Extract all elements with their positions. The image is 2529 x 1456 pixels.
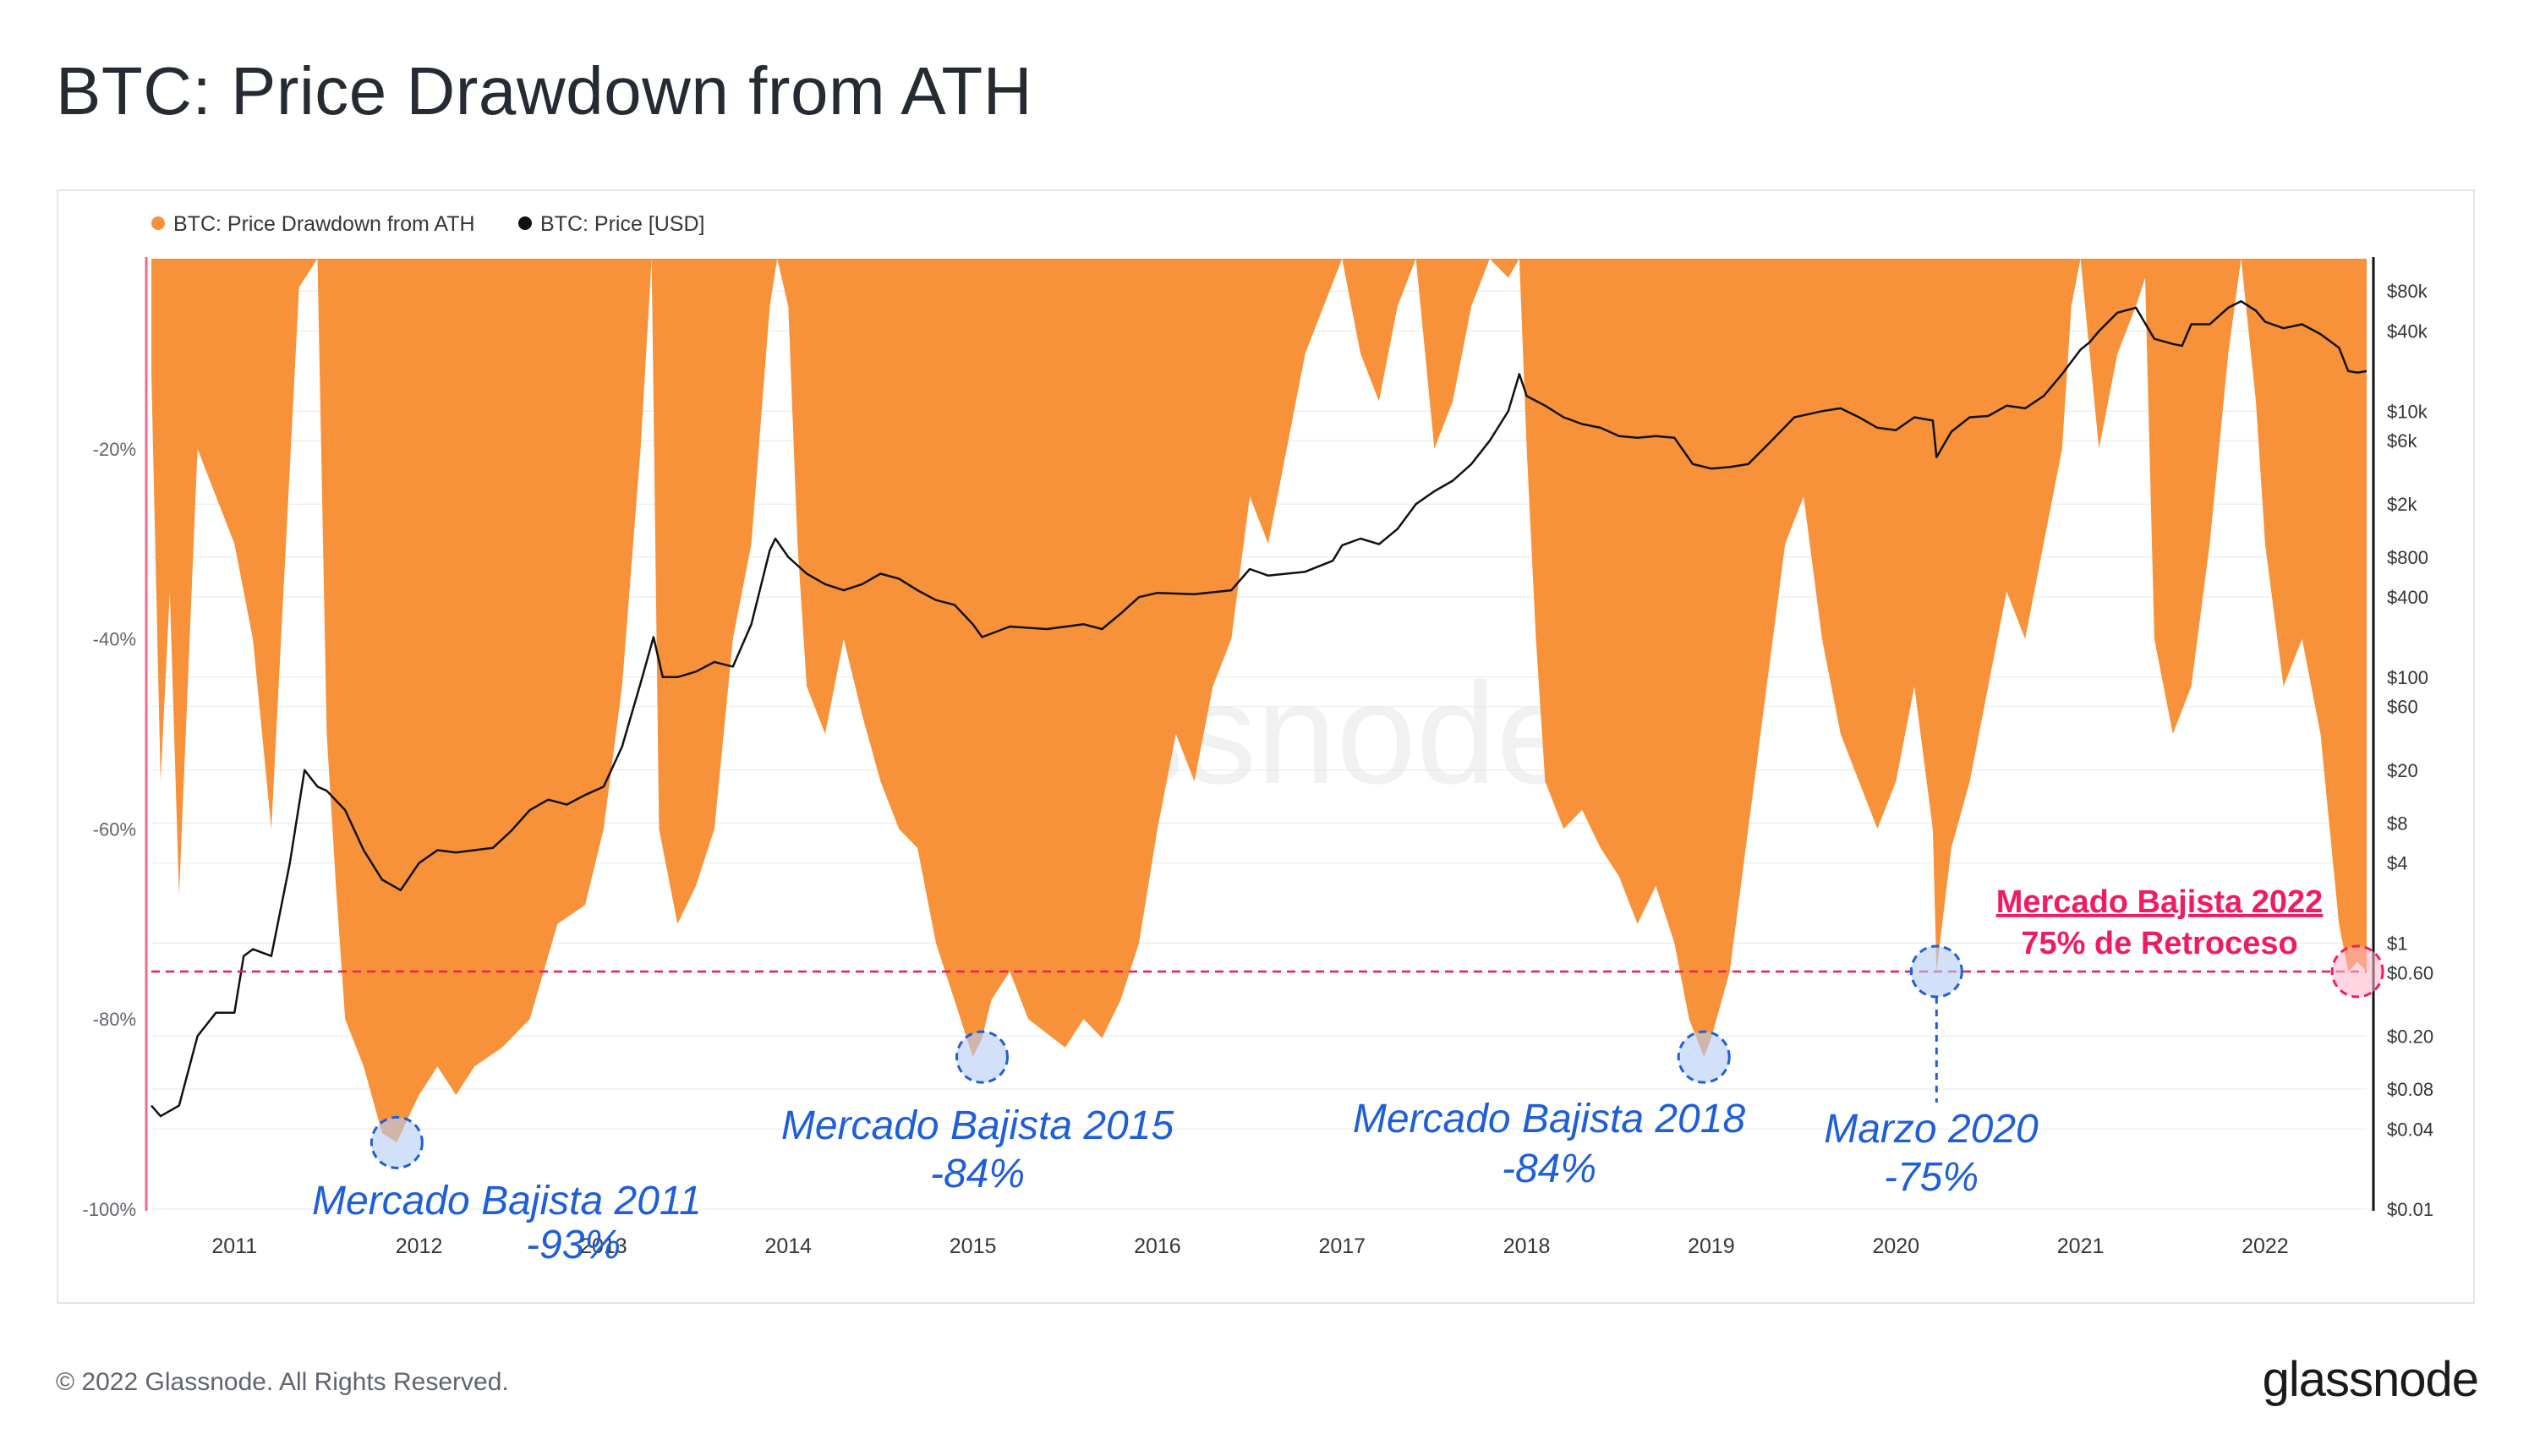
y-right-tick-label: $40k (2387, 321, 2428, 342)
annotation-2018-value: -84% (1502, 1147, 1596, 1191)
annotation-2020-label: Marzo 2020 (1824, 1107, 2039, 1152)
y-right-tick-label: $0.20 (2387, 1026, 2433, 1047)
y-left-tick-label: -100% (82, 1199, 136, 1220)
y-right-tick-label: $0.01 (2387, 1199, 2433, 1220)
y-right-tick-label: $800 (2387, 547, 2428, 568)
legend-drawdown-swatch (151, 216, 165, 230)
y-left-tick-label: -80% (93, 1009, 136, 1030)
annotation-2018-label: Mercado Bajista 2018 (1353, 1097, 1746, 1141)
drawdown-area-layer (151, 259, 2367, 1143)
annotation-2022-value: 75% de Retroceso (2021, 926, 2297, 961)
price-line (151, 300, 2368, 1118)
x-tick-label: 2020 (1872, 1234, 1919, 1258)
x-tick-label: 2016 (1134, 1234, 1181, 1258)
annotation-2022-label: Mercado Bajista 2022 (1996, 884, 2324, 920)
y-right-tick-label: $0.04 (2387, 1119, 2433, 1140)
axis-layer: -20% -40% -60% -80% -100% $80k $40k $10k $6k $2k $… (82, 257, 2433, 1258)
annotation-marker-2011 (369, 1115, 424, 1169)
legend-price-swatch (518, 216, 532, 230)
annotation-marker-2020 (1909, 944, 1963, 999)
annotation-layer (151, 944, 2384, 1169)
y-right-tick-label: $20 (2387, 760, 2418, 781)
annotation-2015-label: Mercado Bajista 2015 (781, 1103, 1174, 1148)
price-line-layer (151, 300, 2368, 1118)
legend-drawdown-label[interactable]: BTC: Price Drawdown from ATH (173, 212, 475, 236)
x-tick-label: 2021 (2057, 1234, 2105, 1258)
x-tick-label: 2012 (396, 1234, 443, 1258)
annotation-2011-value: -93% (526, 1223, 621, 1267)
x-tick-label: 2017 (1318, 1234, 1366, 1258)
y-right-tick-label: $8 (2387, 813, 2407, 834)
footer-copyright: © 2022 Glassnode. All Rights Reserved. (56, 1368, 509, 1396)
y-left-tick-label: -40% (93, 629, 136, 650)
annotation-marker-2022 (2330, 944, 2384, 999)
annotation-marker-2015 (955, 1030, 1009, 1084)
y-right-tick-label: $6k (2387, 430, 2417, 452)
x-tick-label: 2011 (211, 1234, 257, 1258)
y-right-tick-label: $1 (2387, 933, 2407, 954)
x-tick-label: 2014 (764, 1234, 812, 1258)
brand-logo[interactable]: glassnode (2262, 1352, 2479, 1407)
annotation-2020-value: -75% (1884, 1155, 1979, 1200)
annotation-marker-2018 (1677, 1030, 1731, 1084)
page-title: BTC: Price Drawdown from ATH (56, 53, 1032, 129)
x-tick-label: 2022 (2242, 1234, 2289, 1258)
legend-price-label[interactable]: BTC: Price [USD] (540, 212, 704, 236)
y-right-tick-label: $4 (2387, 853, 2407, 874)
y-right-tick-label: $2k (2387, 494, 2417, 515)
drawdown-area (151, 259, 2367, 1143)
annotation-2011-label: Mercado Bajista 2011 (312, 1179, 702, 1223)
x-tick-label: 2018 (1503, 1234, 1551, 1258)
annotation-2015-value: -84% (930, 1152, 1025, 1196)
y-right-tick-label: $400 (2387, 587, 2428, 608)
chart-panel: glassnode BTC: Price Drawdown from ATH B… (57, 189, 2475, 1304)
x-tick-label: 2013 (580, 1234, 627, 1258)
y-right-tick-label: $100 (2387, 667, 2428, 688)
x-tick-label: 2015 (950, 1234, 997, 1258)
y-right-tick-label: $0.60 (2387, 962, 2433, 983)
y-right-tick-label: $80k (2387, 281, 2428, 302)
y-left-tick-label: -60% (93, 818, 136, 840)
drawdown-chart: glassnode BTC: Price Drawdown from ATH B… (82, 212, 2433, 1267)
y-right-tick-label: $10k (2387, 401, 2428, 422)
x-tick-label: 2019 (1688, 1234, 1735, 1258)
y-left-tick-label: -20% (93, 439, 136, 460)
y-right-tick-label: $60 (2387, 697, 2418, 718)
y-right-tick-label: $0.08 (2387, 1079, 2433, 1100)
